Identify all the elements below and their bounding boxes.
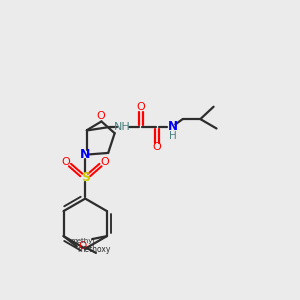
Text: O: O bbox=[97, 110, 105, 121]
Text: O: O bbox=[153, 142, 161, 152]
Text: O: O bbox=[100, 157, 109, 167]
Text: N: N bbox=[80, 148, 90, 161]
Text: methoxy: methoxy bbox=[77, 245, 111, 254]
Text: O: O bbox=[61, 157, 70, 167]
Text: NH: NH bbox=[114, 122, 131, 132]
Text: methyl: methyl bbox=[70, 238, 95, 244]
Text: H: H bbox=[169, 131, 177, 141]
Text: O: O bbox=[136, 102, 145, 112]
Text: N: N bbox=[168, 120, 178, 133]
Text: S: S bbox=[81, 171, 90, 184]
Text: O: O bbox=[78, 241, 86, 251]
